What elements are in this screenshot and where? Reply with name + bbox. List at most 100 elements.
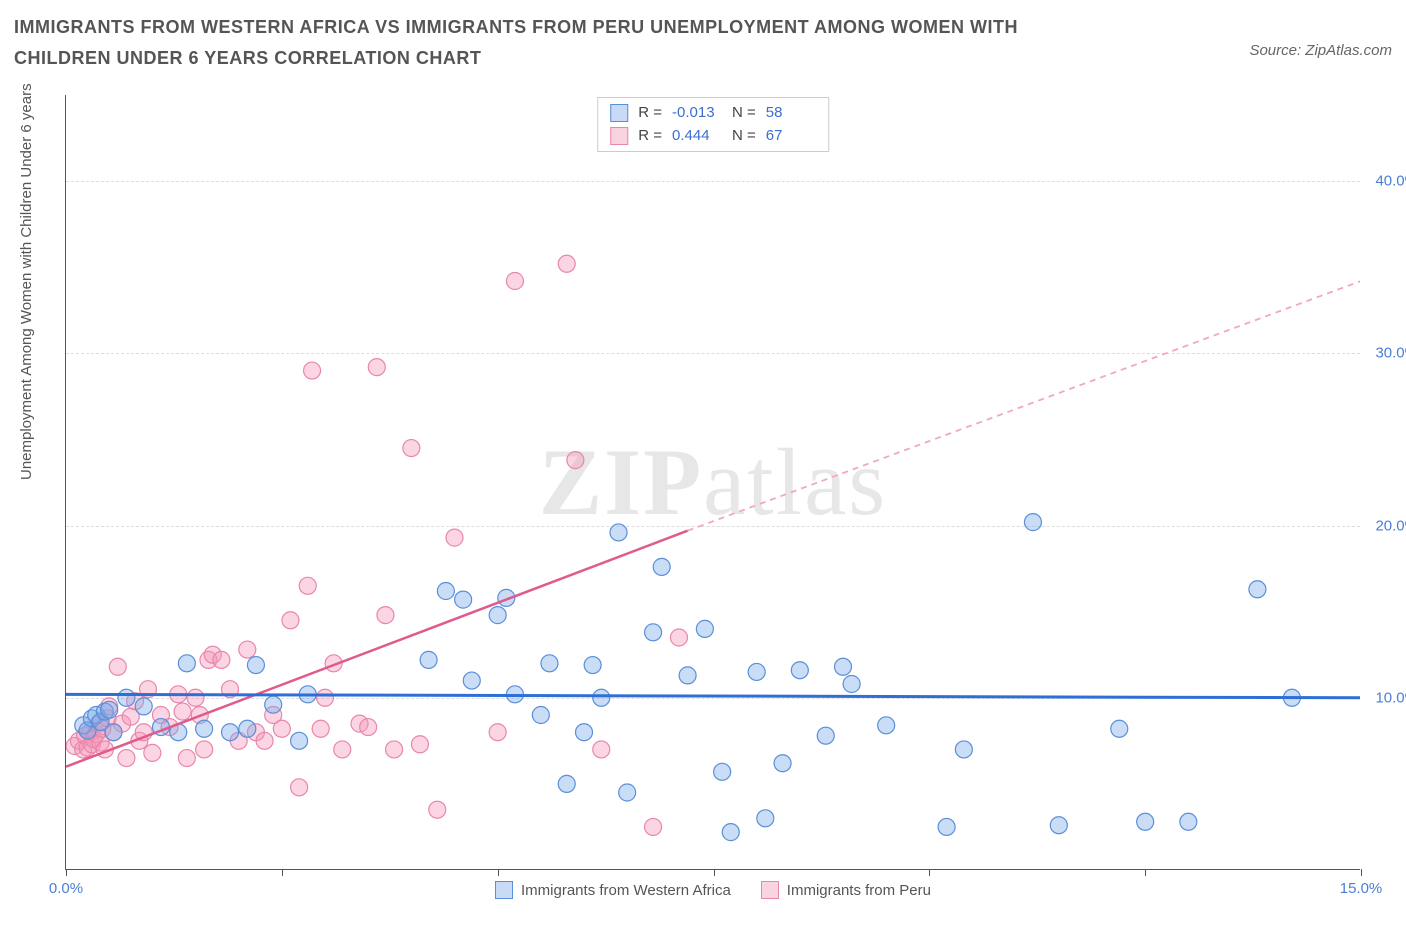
data-point bbox=[567, 452, 584, 469]
data-point bbox=[420, 651, 437, 668]
data-point bbox=[670, 629, 687, 646]
stats-row-blue: R = -0.013 N = 58 bbox=[610, 102, 816, 125]
data-point bbox=[714, 763, 731, 780]
trend-line-pink bbox=[66, 531, 688, 767]
data-point bbox=[696, 620, 713, 637]
legend-item-pink: Immigrants from Peru bbox=[761, 881, 931, 899]
data-point bbox=[213, 651, 230, 668]
data-point bbox=[446, 529, 463, 546]
data-point bbox=[558, 775, 575, 792]
data-point bbox=[722, 824, 739, 841]
data-point bbox=[593, 689, 610, 706]
stats-row-pink: R = 0.444 N = 67 bbox=[610, 125, 816, 148]
data-point bbox=[273, 720, 290, 737]
data-point bbox=[835, 658, 852, 675]
data-point bbox=[360, 719, 377, 736]
x-tick bbox=[929, 869, 930, 876]
y-axis-label: Unemployment Among Women with Children U… bbox=[18, 83, 35, 480]
data-point bbox=[377, 607, 394, 624]
chart-svg bbox=[66, 95, 1360, 869]
data-point bbox=[843, 676, 860, 693]
data-point bbox=[1024, 514, 1041, 531]
data-point bbox=[1180, 813, 1197, 830]
data-point bbox=[135, 698, 152, 715]
y-tick-label: 20.0% bbox=[1375, 517, 1406, 534]
data-point bbox=[178, 655, 195, 672]
data-point bbox=[187, 689, 204, 706]
data-point bbox=[334, 741, 351, 758]
title-bar: IMMIGRANTS FROM WESTERN AFRICA VS IMMIGR… bbox=[14, 12, 1392, 73]
x-tick bbox=[66, 869, 67, 876]
data-point bbox=[282, 612, 299, 629]
data-point bbox=[653, 558, 670, 575]
data-point bbox=[403, 440, 420, 457]
data-point bbox=[1249, 581, 1266, 598]
n-value-blue: 58 bbox=[766, 102, 816, 125]
data-point bbox=[411, 736, 428, 753]
data-point bbox=[558, 255, 575, 272]
scatter-plot: ZIPatlas R = -0.013 N = 58 R = 0.444 N =… bbox=[65, 95, 1360, 870]
trend-line-blue bbox=[66, 694, 1360, 697]
data-point bbox=[256, 732, 273, 749]
data-point bbox=[584, 657, 601, 674]
data-point bbox=[196, 741, 213, 758]
data-point bbox=[144, 744, 161, 761]
r-value-blue: -0.013 bbox=[672, 102, 722, 125]
data-point bbox=[291, 732, 308, 749]
data-point bbox=[619, 784, 636, 801]
data-point bbox=[645, 624, 662, 641]
x-tick-label: 0.0% bbox=[49, 880, 83, 897]
data-point bbox=[791, 662, 808, 679]
correlation-stats-box: R = -0.013 N = 58 R = 0.444 N = 67 bbox=[597, 97, 829, 152]
swatch-pink-icon bbox=[761, 881, 779, 899]
data-point bbox=[489, 724, 506, 741]
data-point bbox=[938, 818, 955, 835]
data-point bbox=[312, 720, 329, 737]
data-point bbox=[506, 273, 523, 290]
legend-label-blue: Immigrants from Western Africa bbox=[521, 882, 731, 899]
x-tick-label: 15.0% bbox=[1340, 880, 1383, 897]
data-point bbox=[489, 607, 506, 624]
x-tick bbox=[1145, 869, 1146, 876]
data-point bbox=[437, 583, 454, 600]
data-point bbox=[878, 717, 895, 734]
swatch-blue-icon bbox=[495, 881, 513, 899]
data-point bbox=[645, 818, 662, 835]
data-point bbox=[101, 701, 118, 718]
data-point bbox=[118, 689, 135, 706]
data-point bbox=[610, 524, 627, 541]
data-point bbox=[178, 750, 195, 767]
data-point bbox=[222, 724, 239, 741]
data-point bbox=[757, 810, 774, 827]
swatch-blue-icon bbox=[610, 104, 628, 122]
data-point bbox=[291, 779, 308, 796]
x-tick bbox=[498, 869, 499, 876]
data-point bbox=[1137, 813, 1154, 830]
r-value-pink: 0.444 bbox=[672, 125, 722, 148]
data-point bbox=[593, 741, 610, 758]
data-point bbox=[1111, 720, 1128, 737]
x-tick bbox=[1361, 869, 1362, 876]
source-credit: Source: ZipAtlas.com bbox=[1249, 42, 1392, 59]
y-tick-label: 10.0% bbox=[1375, 689, 1406, 706]
x-tick bbox=[714, 869, 715, 876]
data-point bbox=[679, 667, 696, 684]
data-point bbox=[748, 663, 765, 680]
swatch-pink-icon bbox=[610, 127, 628, 145]
data-point bbox=[304, 362, 321, 379]
legend-item-blue: Immigrants from Western Africa bbox=[495, 881, 731, 899]
data-point bbox=[463, 672, 480, 689]
data-point bbox=[532, 707, 549, 724]
data-point bbox=[955, 741, 972, 758]
data-point bbox=[817, 727, 834, 744]
legend-label-pink: Immigrants from Peru bbox=[787, 882, 931, 899]
data-point bbox=[105, 724, 122, 741]
data-point bbox=[368, 359, 385, 376]
bottom-legend: Immigrants from Western Africa Immigrant… bbox=[495, 881, 931, 899]
data-point bbox=[1050, 817, 1067, 834]
data-point bbox=[429, 801, 446, 818]
data-point bbox=[455, 591, 472, 608]
data-point bbox=[386, 741, 403, 758]
data-point bbox=[239, 720, 256, 737]
y-tick-label: 30.0% bbox=[1375, 345, 1406, 362]
